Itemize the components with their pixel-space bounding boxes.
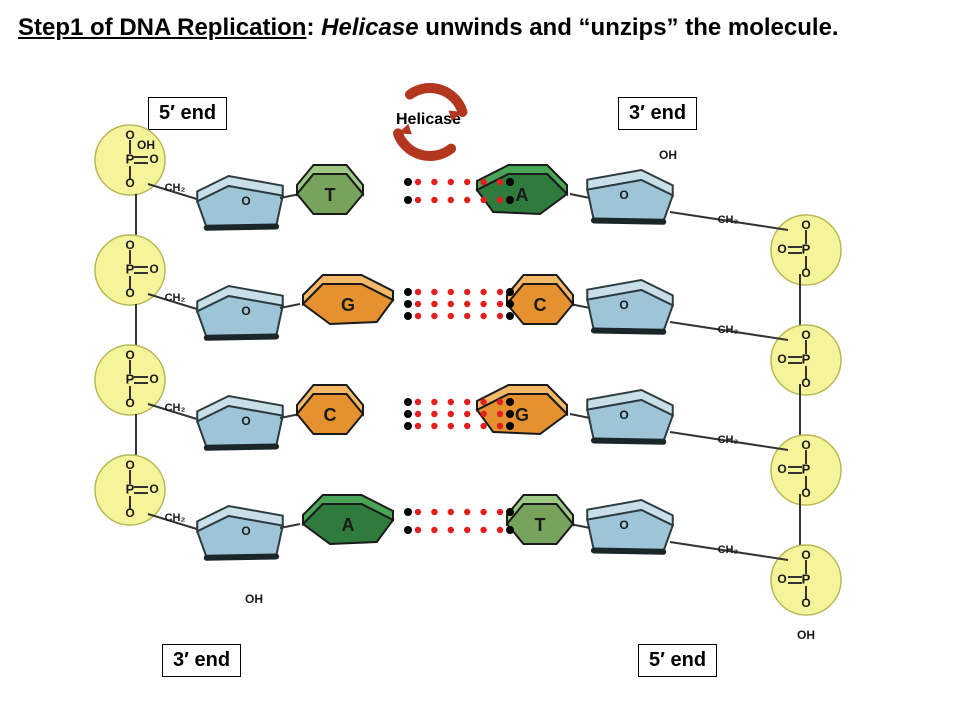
svg-text:P: P bbox=[126, 261, 135, 276]
svg-text:O: O bbox=[777, 352, 786, 366]
svg-text:P: P bbox=[802, 461, 811, 476]
svg-text:T: T bbox=[325, 185, 336, 205]
svg-text:CH₂: CH₂ bbox=[718, 324, 739, 336]
svg-text:O: O bbox=[149, 482, 158, 496]
svg-text:O: O bbox=[777, 242, 786, 256]
diagram-svg: POOOCH₂OTPOOOCH₂OAPOOOCH₂OGPOOOCH₂OCPOOO… bbox=[0, 0, 960, 720]
svg-text:O: O bbox=[801, 548, 810, 562]
svg-text:C: C bbox=[324, 405, 337, 425]
svg-text:O: O bbox=[801, 328, 810, 342]
svg-text:O: O bbox=[125, 238, 134, 252]
svg-text:O: O bbox=[619, 518, 628, 532]
svg-text:P: P bbox=[126, 481, 135, 496]
svg-text:P: P bbox=[802, 571, 811, 586]
svg-text:CH₂: CH₂ bbox=[165, 292, 186, 304]
svg-text:OH: OH bbox=[659, 148, 677, 162]
svg-text:O: O bbox=[801, 218, 810, 232]
svg-text:O: O bbox=[801, 376, 810, 390]
svg-text:O: O bbox=[619, 298, 628, 312]
svg-text:O: O bbox=[801, 438, 810, 452]
svg-text:CH₂: CH₂ bbox=[165, 512, 186, 524]
svg-text:O: O bbox=[801, 596, 810, 610]
svg-text:O: O bbox=[149, 152, 158, 166]
svg-text:O: O bbox=[777, 572, 786, 586]
svg-text:O: O bbox=[801, 486, 810, 500]
svg-text:A: A bbox=[342, 515, 355, 535]
svg-text:A: A bbox=[516, 185, 529, 205]
svg-text:CH₂: CH₂ bbox=[718, 214, 739, 226]
svg-text:O: O bbox=[149, 372, 158, 386]
svg-text:O: O bbox=[777, 462, 786, 476]
svg-text:P: P bbox=[802, 241, 811, 256]
svg-text:O: O bbox=[125, 286, 134, 300]
svg-text:O: O bbox=[241, 414, 250, 428]
svg-text:O: O bbox=[619, 408, 628, 422]
svg-text:O: O bbox=[801, 266, 810, 280]
svg-text:P: P bbox=[126, 151, 135, 166]
svg-text:OH: OH bbox=[137, 138, 155, 152]
svg-text:O: O bbox=[241, 304, 250, 318]
svg-text:O: O bbox=[241, 194, 250, 208]
svg-text:T: T bbox=[535, 515, 546, 535]
svg-text:G: G bbox=[515, 405, 529, 425]
svg-text:O: O bbox=[125, 176, 134, 190]
svg-text:CH₂: CH₂ bbox=[165, 402, 186, 414]
svg-text:OH: OH bbox=[797, 628, 815, 642]
svg-text:O: O bbox=[125, 458, 134, 472]
svg-text:O: O bbox=[125, 128, 134, 142]
svg-text:CH₂: CH₂ bbox=[718, 434, 739, 446]
svg-text:O: O bbox=[125, 396, 134, 410]
dna-replication-diagram: Step1 of DNA Replication: Helicase unwin… bbox=[0, 0, 960, 720]
svg-text:O: O bbox=[619, 188, 628, 202]
svg-text:O: O bbox=[125, 506, 134, 520]
svg-text:CH₂: CH₂ bbox=[165, 182, 186, 194]
svg-text:CH₂: CH₂ bbox=[718, 544, 739, 556]
svg-text:P: P bbox=[126, 371, 135, 386]
svg-text:P: P bbox=[802, 351, 811, 366]
svg-text:G: G bbox=[341, 295, 355, 315]
svg-text:C: C bbox=[534, 295, 547, 315]
svg-text:O: O bbox=[125, 348, 134, 362]
svg-text:O: O bbox=[241, 524, 250, 538]
svg-text:OH: OH bbox=[245, 592, 263, 606]
svg-text:O: O bbox=[149, 262, 158, 276]
